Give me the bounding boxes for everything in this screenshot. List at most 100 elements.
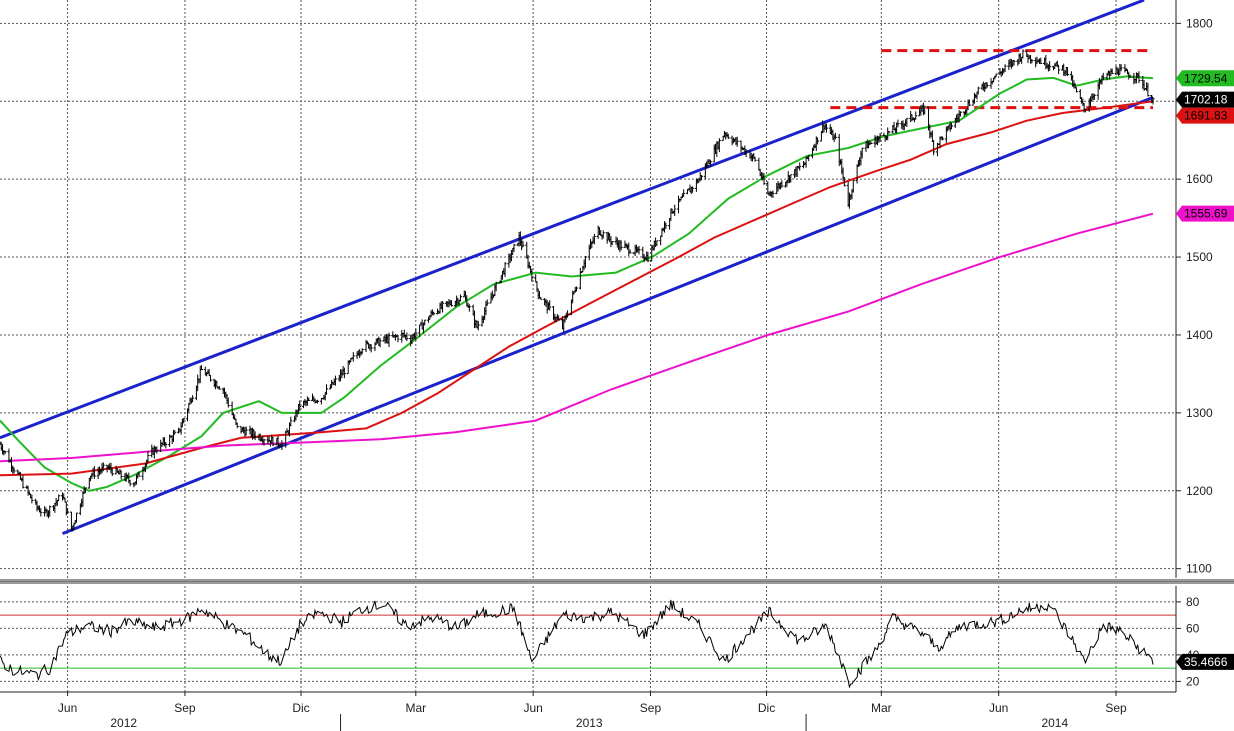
x-tick-label-2: Dic [292, 701, 309, 715]
price-bar-594 [1057, 64, 1061, 75]
price-bar-164 [289, 416, 293, 427]
price-bar-269 [476, 320, 480, 331]
price-bar-264 [467, 304, 471, 312]
price-bar-369 [655, 240, 659, 246]
price-bar-349 [619, 240, 623, 251]
price-bar-374 [664, 222, 668, 229]
price-bar-544 [967, 99, 971, 107]
value-tag-2: 1691.83 [1176, 107, 1234, 124]
price-bar-299 [530, 268, 534, 282]
price-bar-499 [887, 130, 891, 134]
price-bar-214 [378, 337, 382, 348]
value-tag-3: 1555.69 [1176, 205, 1234, 222]
moving-average-line-2 [0, 100, 1154, 477]
price-bar-489 [869, 142, 873, 145]
price-bar-129 [226, 397, 230, 408]
osc-value-tag-0: 35.4666 [1176, 653, 1234, 670]
value-tag-bg-0 [1176, 70, 1234, 87]
value-tag-bg-3 [1176, 205, 1234, 222]
price-bar-380 [677, 195, 681, 214]
price-bar-24 [39, 508, 43, 517]
price-bars [0, 49, 1155, 532]
price-bar-574 [1021, 49, 1025, 59]
price-bar-74 [128, 479, 132, 487]
x-tick-label-7: Mar [871, 701, 892, 715]
price-bar-114 [200, 365, 204, 371]
price-bar-599 [1066, 66, 1070, 76]
value-tag-bg-1 [1176, 91, 1234, 108]
price-bar-184 [325, 384, 329, 395]
price-bar-584 [1039, 57, 1043, 65]
price-bar-529 [941, 136, 945, 141]
price-bar-524 [932, 140, 936, 156]
price-bar-274 [485, 299, 489, 306]
price-bar-474 [842, 176, 846, 187]
price-bar-249 [441, 301, 445, 313]
price-bar-279 [494, 281, 498, 292]
price-bar-414 [735, 136, 739, 147]
price-bar-109 [191, 395, 195, 403]
price-bar-469 [833, 132, 837, 140]
price-bar-204 [360, 348, 364, 355]
price-bar-254 [450, 300, 454, 307]
oscillator-line [0, 599, 1154, 689]
price-bar-259 [458, 294, 462, 302]
price-bar-64 [110, 468, 114, 477]
price-bar-644 [1146, 82, 1150, 97]
price-bar-79 [137, 471, 141, 477]
price-bar-54 [92, 466, 96, 480]
price-bar-34 [57, 494, 61, 501]
price-bar-149 [262, 438, 266, 446]
price-bar-404 [717, 138, 721, 153]
y-tick-label-7: 1800 [1186, 16, 1213, 30]
value-tags: 1729.54 1691.83 1555.69 1702.18 35.4666 [1176, 70, 1234, 670]
price-bar-364 [646, 251, 650, 263]
price-bar-480 [855, 164, 859, 184]
price-bar-37 [63, 497, 67, 503]
price-bar-134 [235, 422, 239, 429]
price-bar-44 [75, 512, 79, 523]
price-bar-19 [30, 494, 34, 504]
y-tick-label-2: 1300 [1186, 406, 1213, 420]
price-bar-89 [155, 446, 159, 454]
osc-value-tag-bg-0 [1176, 653, 1234, 670]
price-bar-234 [414, 328, 418, 341]
price-bar-309 [548, 300, 552, 311]
price-bar-604 [1074, 87, 1078, 93]
price-bar-284 [503, 262, 507, 278]
price-bar-564 [1003, 64, 1007, 73]
y-tick-label-1: 1200 [1186, 484, 1213, 498]
osc-y-tick-label-3: 80 [1186, 595, 1200, 609]
price-bar-624 [1110, 68, 1114, 74]
price-bar-294 [521, 240, 525, 248]
price-bar-646 [1151, 97, 1155, 105]
price-bar-619 [1101, 72, 1105, 81]
price-bar-199 [351, 352, 355, 362]
x-tick-label-6: Dic [758, 701, 775, 715]
price-bar-484 [860, 147, 864, 159]
price-bar-439 [780, 180, 784, 188]
price-bar-119 [208, 374, 212, 382]
price-bar-359 [637, 245, 641, 255]
year-label-0: 2012 [110, 716, 137, 730]
y-tick-label-5: 1600 [1186, 172, 1213, 186]
price-bar-579 [1030, 59, 1034, 64]
price-bar-519 [923, 105, 927, 115]
price-bar-354 [628, 249, 632, 254]
price-bar-339 [601, 230, 605, 239]
value-tag-text-0: 1729.54 [1184, 71, 1228, 85]
price-bar-554 [985, 82, 989, 88]
x-tick-label-0: Jun [58, 701, 77, 715]
price-bar-334 [592, 233, 596, 245]
price-bar-384 [682, 189, 686, 197]
price-bar-429 [762, 173, 766, 185]
price-bar-424 [753, 156, 757, 162]
osc-y-tick-label-2: 60 [1186, 621, 1200, 635]
x-tick-label-5: Sep [640, 701, 662, 715]
value-tag-text-1: 1702.18 [1184, 93, 1228, 107]
moving-average-line-3 [0, 212, 1154, 463]
moving-averages [0, 75, 1154, 492]
price-bar-329 [583, 256, 587, 268]
price-bar-289 [512, 243, 516, 252]
